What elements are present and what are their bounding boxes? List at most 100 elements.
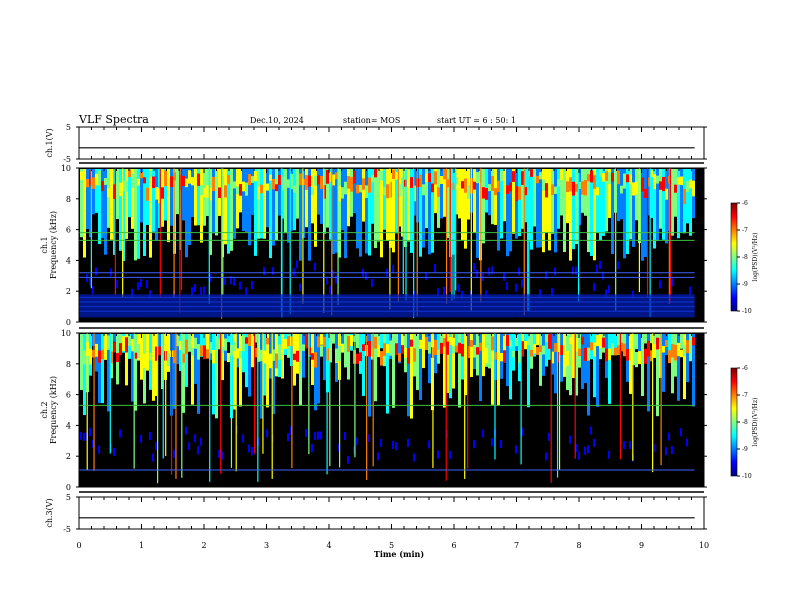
spectrogram-cell (284, 169, 287, 234)
spectrogram-cell (572, 342, 575, 356)
spectrogram-cell (200, 287, 202, 296)
spectrogram-cell (362, 178, 365, 190)
spectrogram-cell (275, 353, 278, 369)
spectrogram-cell (596, 264, 598, 273)
spectrogram-cell (155, 442, 157, 451)
spectrogram-cell (197, 334, 200, 414)
spectrogram-cell (200, 334, 203, 357)
spectrogram-cell (434, 171, 437, 185)
spectrogram-cell (257, 334, 260, 358)
spectrogram-cell (545, 334, 548, 343)
spectrogram-cell (203, 286, 205, 295)
spectrogram-cell (134, 334, 137, 411)
spectrogram-cell (212, 176, 215, 192)
spectrogram-cell (566, 181, 569, 193)
spectrogram-cell (257, 348, 260, 362)
x-tick-label: 10 (699, 541, 709, 550)
spectrogram-cell (488, 267, 490, 276)
spectrogram-cell (419, 339, 422, 349)
spectrogram-cell (629, 169, 632, 240)
spectrogram-cell (248, 169, 251, 246)
spectrogram-cell (356, 169, 359, 249)
spectrogram-cell (203, 345, 206, 360)
spectrogram-cell (308, 334, 311, 357)
spectrogram-cell (683, 188, 686, 205)
spectrogram-cell (398, 183, 401, 197)
spectrogram-cell (455, 334, 458, 351)
spectrogram-cell (230, 169, 233, 251)
spectrogram-cell (662, 334, 665, 392)
spectrogram-cell (218, 187, 221, 198)
spectrogram-cell (668, 350, 671, 364)
spectrogram-cell (437, 288, 439, 297)
y-tick-label: 10 (61, 164, 71, 173)
axis-ticks: 5 -5 0 2 4 6 8 10 0 2 4 6 8 10 5 -5 0 1 2 3 4 5 6 7 8 9 10 (61, 123, 709, 550)
spectrogram-cell (641, 347, 644, 363)
spectrogram-cell (86, 273, 88, 282)
spectrogram-cell (377, 169, 380, 242)
spectrogram-cell (503, 185, 506, 192)
spectrogram-cell (272, 169, 275, 246)
spectrogram-cell (563, 349, 566, 360)
spectrogram-burst (494, 333, 496, 460)
spectrogram-cell (341, 334, 344, 349)
colorbar-tick-label: -8 (742, 419, 748, 426)
spectrogram-cell (551, 351, 554, 364)
spectrogram-cell (623, 334, 626, 351)
spectrogram-cell (377, 186, 380, 195)
spectrogram-cell (158, 334, 161, 348)
spectrogram-cell (692, 337, 695, 346)
spectrogram-cell (503, 334, 506, 357)
spectrogram-cell (179, 340, 182, 351)
spectrogram-cell (422, 351, 425, 366)
spectrogram-cell (161, 334, 164, 390)
spectrogram-cell (392, 169, 395, 179)
spectrogram-cell (539, 289, 541, 298)
spectrogram-cell (152, 346, 155, 354)
spectrogram-cell (593, 283, 595, 292)
spectrogram-cell (491, 336, 494, 351)
spectrogram-cell (242, 434, 244, 443)
station-label: station= MOS (343, 116, 400, 125)
spectrogram-cell (554, 267, 556, 276)
spectrogram-cell (344, 334, 347, 358)
spectrogram-cell (197, 173, 200, 186)
spectrogram-cell (296, 169, 299, 176)
spectrogram-cell (611, 169, 614, 255)
spectrogram-cell (482, 334, 485, 377)
spectrogram-cell (329, 286, 331, 295)
spectrogram-cell (491, 334, 494, 405)
spectrogram-cell (350, 169, 353, 217)
spectrogram-cell (548, 178, 551, 194)
spectrogram-cell (491, 266, 493, 275)
spectrogram-cell (602, 173, 605, 182)
spectrogram-cell (620, 169, 623, 220)
spectrogram-cell (554, 343, 557, 352)
spectrogram-cell (539, 169, 542, 248)
spectrogram-cell (179, 175, 182, 191)
spectrogram-cell (305, 428, 307, 437)
spectrogram-cell (113, 334, 116, 342)
spectrogram-cell (185, 169, 188, 258)
spectrogram-cell (557, 334, 560, 353)
start-time-label: start UT = 6 : 50: 1 (437, 116, 516, 125)
spectrogram-cell (233, 169, 236, 239)
spectrogram-cell (290, 426, 292, 435)
spectrogram-cell (92, 285, 94, 294)
spectrogram-cell (356, 184, 359, 194)
colorbar-tick-label: -8 (742, 254, 748, 261)
spectrogram-cell (119, 343, 122, 356)
spectrogram-cell (572, 334, 575, 379)
spectrogram-cell (275, 184, 278, 192)
spectrogram-cell (296, 260, 298, 269)
spectrogram-cell (470, 340, 473, 347)
spectrogram-burst (619, 333, 622, 460)
y-tick-label: 6 (66, 391, 71, 400)
spectrogram-cell (509, 182, 512, 192)
spectrogram-cell (176, 169, 179, 215)
spectrogram-cell (383, 343, 386, 356)
spectrogram-cell (551, 169, 554, 234)
spectrogram-cell (236, 425, 238, 434)
spectrogram-cell (407, 169, 410, 242)
